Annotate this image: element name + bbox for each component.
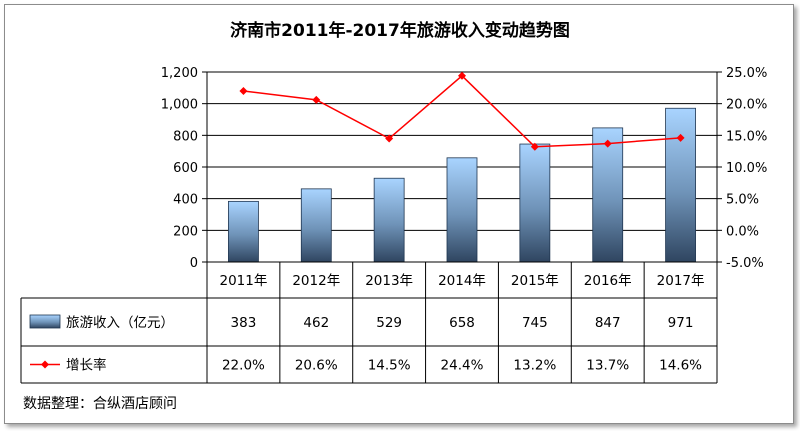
bar <box>665 107 696 263</box>
right-axis-tick-label: 15.0% <box>726 129 767 144</box>
left-axis-tick-label: 400 <box>173 193 198 208</box>
growth-value-cell: 14.6% <box>659 358 702 374</box>
growth-point <box>385 134 394 143</box>
bar <box>228 200 259 263</box>
growth-point <box>603 139 612 148</box>
growth-value-cell: 14.5% <box>368 358 411 374</box>
category-label: 2011年 <box>219 273 267 289</box>
left-axis-tick-label: 800 <box>173 129 198 144</box>
growth-point <box>312 95 321 104</box>
data-table: 2011年 2012年 2013年 2014年 2015年 2016年 2017年旅游收入（… <box>20 261 718 384</box>
growth-line-series <box>239 71 685 151</box>
category-label: 2016年 <box>584 273 632 289</box>
bar-value-cell: 658 <box>449 315 475 331</box>
right-axis-tick-label: -5.0% <box>726 256 764 271</box>
left-axis-tick-label: 200 <box>173 224 198 239</box>
growth-point <box>676 133 685 142</box>
axes: 0 200 400 600 800 1,000 1,200 -5.0% 0.0% 5.0% 10.0… <box>161 66 768 271</box>
bar-value-cell: 971 <box>668 315 694 331</box>
growth-value-cell: 13.7% <box>586 358 629 374</box>
right-axis-tick-label: 25.0% <box>726 66 767 81</box>
left-axis-tick-label: 600 <box>173 161 198 176</box>
growth-value-cell: 20.6% <box>295 358 338 374</box>
left-axis-tick-label: 1,000 <box>161 98 198 113</box>
left-axis-tick-label: 1,200 <box>161 66 198 81</box>
category-label: 2014年 <box>438 273 486 289</box>
left-axis-tick-label: 0 <box>190 256 198 271</box>
growth-value-cell: 24.4% <box>441 358 484 374</box>
bar-value-cell: 529 <box>376 315 402 331</box>
growth-value-cell: 13.2% <box>513 358 556 374</box>
bar-value-cell: 847 <box>595 315 621 331</box>
bar <box>373 177 405 263</box>
right-axis-tick-label: 0.0% <box>726 224 759 239</box>
bar <box>300 188 332 263</box>
legend-line-label: 增长率 <box>66 357 107 374</box>
growth-point <box>530 142 539 151</box>
category-label: 2012年 <box>292 273 340 289</box>
bar-value-cell: 383 <box>231 315 257 331</box>
category-label: 2017年 <box>657 273 705 289</box>
bar-value-cell: 462 <box>303 315 329 331</box>
legend-bar-swatch <box>29 314 61 329</box>
bar-value-cell: 745 <box>522 315 548 331</box>
bar-series <box>228 107 696 263</box>
right-axis-tick-label: 10.0% <box>726 161 767 176</box>
category-label: 2013年 <box>365 273 413 289</box>
growth-value-cell: 22.0% <box>222 358 265 374</box>
category-label: 2015年 <box>511 273 559 289</box>
legend-bar-label: 旅游收入（亿元） <box>66 315 174 331</box>
legend-line-marker <box>41 360 49 369</box>
growth-point <box>239 87 248 95</box>
bar <box>592 127 624 263</box>
right-axis-tick-label: 20.0% <box>726 98 767 113</box>
right-axis-tick-label: 5.0% <box>726 193 759 208</box>
growth-point <box>458 71 466 80</box>
chart-title: 济南市2011年-2017年旅游收入变动趋势图 <box>230 21 570 41</box>
bar <box>519 143 551 263</box>
data-source-note: 数据整理：合纵酒店顾问 <box>23 396 177 412</box>
bar <box>446 157 478 263</box>
